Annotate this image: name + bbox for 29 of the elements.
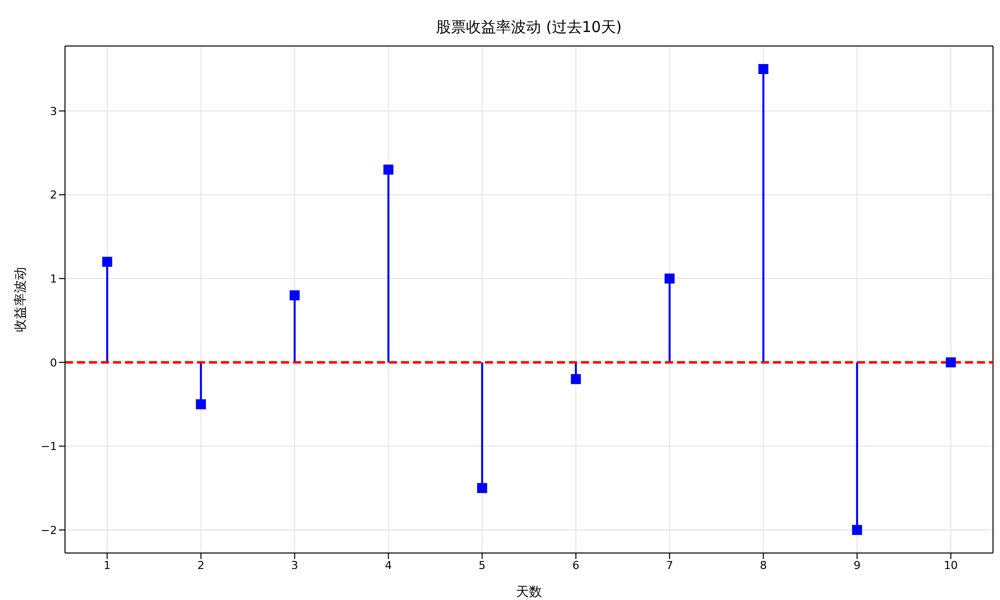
x-tick-label: 2 [197,558,204,572]
y-tick-label: 2 [50,188,57,202]
chart-title: 股票收益率波动 (过去10天) [435,18,623,37]
y-tick-label: −2 [40,524,57,537]
point [664,274,675,284]
x-tick-label: 5 [478,558,486,572]
point [102,256,112,267]
point [852,524,862,535]
point [946,357,956,368]
x-tick-label: 7 [666,558,674,572]
y-axis-title: 收益率波动 [12,267,29,332]
x-tick-label: 4 [384,558,392,572]
x-tick-label: 10 [944,558,958,572]
x-tick-label: 1 [104,558,111,572]
point [196,399,206,410]
point [570,374,581,384]
x-tick-label: 9 [854,558,861,572]
x-tick-label: 8 [760,558,767,572]
y-tick-label: 1 [50,272,57,286]
x-tick-label: 6 [572,558,580,572]
y-tick-label: 0 [50,356,57,370]
point [383,164,394,175]
y-tick-label: −1 [40,440,57,454]
point [758,64,768,74]
x-axis-title: 天数 [516,585,542,600]
point [290,290,300,300]
point [477,483,488,494]
y-tick-label: 3 [50,104,57,118]
x-tick-label: 3 [291,558,298,572]
